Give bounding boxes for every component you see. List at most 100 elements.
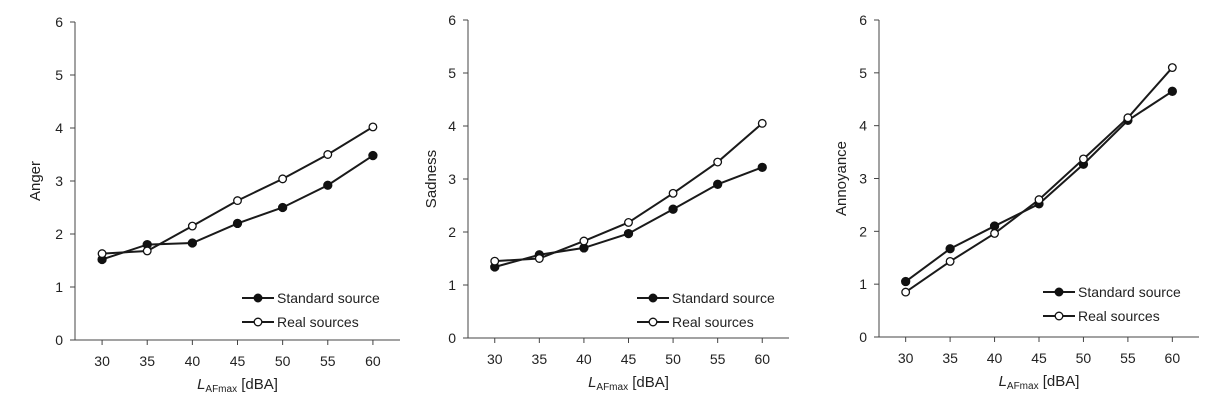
y-tick-label: 0 [859, 329, 867, 345]
x-tick-label: 60 [754, 351, 770, 367]
x-tick-label: 30 [94, 353, 110, 369]
x-tick-label: 30 [898, 350, 914, 366]
open-marker-point [1078, 154, 1088, 164]
y-tick-label: 4 [448, 118, 456, 134]
x-tick-label: 60 [365, 353, 381, 369]
filled-marker-point [187, 238, 198, 248]
y-tick-label: 3 [55, 173, 63, 189]
y-tick-label: 4 [859, 118, 867, 134]
legend-marker-2 [648, 317, 658, 327]
x-tick-label: 55 [1120, 350, 1136, 366]
x-tick-label: 35 [532, 351, 548, 367]
x-axis-label-unit: [dBA] [237, 376, 278, 393]
y-tick-label: 2 [859, 223, 867, 239]
y-tick-label: 6 [448, 12, 456, 28]
filled-marker-point [668, 204, 678, 214]
x-tick-label: 55 [710, 351, 726, 367]
y-tick-label: 1 [859, 276, 867, 292]
x-axis-label-subscript: AFmax [1007, 381, 1039, 392]
series-line-2 [102, 126, 374, 255]
x-tick-label: 45 [230, 353, 246, 369]
open-marker-point [233, 196, 242, 206]
x-axis-label-main: L [197, 376, 205, 393]
x-tick-label: 35 [139, 353, 155, 369]
legend-label: Real sources [672, 314, 754, 330]
x-tick-label: 30 [487, 351, 503, 367]
y-tick-label: 2 [55, 226, 63, 242]
y-tick-label: 3 [859, 171, 867, 187]
y-tick-label: 0 [55, 332, 63, 348]
x-tick-label: 50 [1076, 350, 1092, 366]
x-axis-label-subscript: AFmax [205, 384, 237, 395]
filled-marker-point [277, 202, 288, 213]
filled-marker-point [232, 218, 243, 229]
open-marker-point [901, 287, 911, 297]
open-marker-point [323, 150, 333, 159]
open-marker-point [945, 256, 955, 266]
legend-label: Real sources [1078, 308, 1160, 324]
x-tick-label: 45 [621, 351, 637, 367]
x-axis-label-unit: [dBA] [628, 374, 669, 391]
open-marker-point [97, 249, 107, 259]
open-marker-point [757, 118, 767, 128]
open-marker-point [668, 188, 678, 198]
legend-marker-2 [1054, 311, 1064, 321]
series-line-1 [494, 166, 763, 268]
legend-marker-1 [253, 293, 263, 303]
open-marker-point [142, 246, 152, 256]
open-marker-point [1123, 113, 1133, 123]
open-marker-point [187, 221, 197, 231]
y-tick-label: 2 [448, 224, 456, 240]
y-tick-label: 5 [859, 65, 867, 81]
series-line-2 [494, 122, 763, 263]
y-axis-label: Sadness [423, 150, 440, 208]
legend-label: Standard source [277, 290, 380, 306]
open-marker-point [1034, 195, 1044, 205]
filled-marker-point [945, 244, 955, 254]
y-tick-label: 3 [448, 171, 456, 187]
y-tick-label: 0 [448, 330, 456, 346]
x-tick-label: 40 [987, 350, 1003, 366]
filled-marker-point [623, 228, 634, 239]
x-tick-label: 40 [576, 351, 592, 367]
filled-marker-point [989, 221, 1000, 231]
open-marker-point [368, 122, 378, 132]
y-tick-label: 1 [448, 277, 456, 293]
legend-marker-1 [1054, 287, 1064, 297]
legend-marker-2 [253, 317, 263, 327]
filled-marker-point [901, 276, 911, 287]
open-marker-point [713, 157, 723, 167]
x-axis-label: LAFmax [dBA] [197, 376, 278, 395]
filled-marker-point [1167, 86, 1177, 96]
open-marker-point [1167, 63, 1177, 73]
x-tick-label: 55 [320, 353, 336, 369]
y-tick-label: 5 [448, 65, 456, 81]
legend-label: Real sources [277, 314, 359, 330]
y-tick-label: 5 [55, 67, 63, 83]
x-tick-label: 60 [1165, 350, 1181, 366]
x-tick-label: 40 [185, 353, 201, 369]
legend-label: Standard source [1078, 284, 1181, 300]
legend-marker-1 [648, 293, 658, 303]
open-marker-point [624, 218, 633, 227]
filled-marker-point [368, 150, 378, 161]
x-tick-label: 35 [942, 350, 958, 366]
x-tick-label: 50 [665, 351, 681, 367]
open-marker-point [278, 174, 288, 184]
open-marker-point [490, 256, 500, 266]
x-axis-label: LAFmax [dBA] [999, 373, 1080, 392]
y-tick-label: 6 [859, 12, 867, 28]
series-line-2 [905, 66, 1174, 293]
y-axis-label: Anger [27, 161, 44, 201]
x-axis-label: LAFmax [dBA] [588, 374, 669, 393]
y-tick-label: 6 [55, 14, 63, 30]
x-tick-label: 45 [1031, 350, 1047, 366]
filled-marker-point [323, 180, 333, 190]
open-marker-point [990, 228, 1000, 238]
filled-marker-point [757, 162, 767, 172]
x-axis-label-main: L [588, 374, 596, 391]
